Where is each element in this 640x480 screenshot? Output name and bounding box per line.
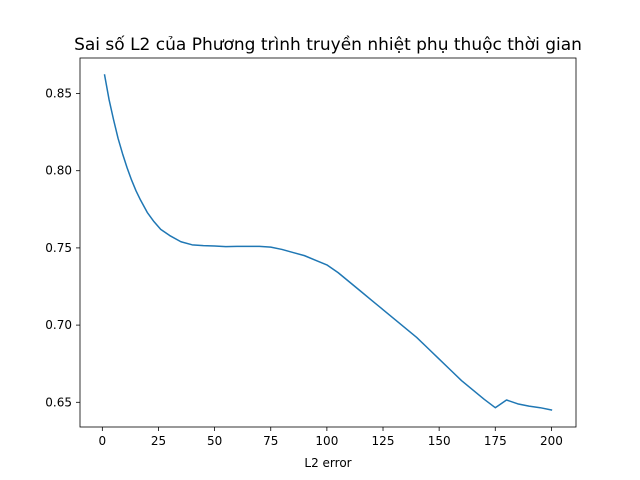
y-tick-label: 0.85 [45,87,72,101]
x-tick-label: 25 [151,434,166,448]
y-tick-label: 0.80 [45,164,72,178]
x-tick-label: 125 [372,434,395,448]
x-tick-label: 0 [99,434,107,448]
series-line-0 [103,74,553,411]
x-tick-label: 75 [263,434,278,448]
axes-frame [79,57,577,428]
x-axis-label: L2 error [304,456,351,470]
x-tick-label: 50 [207,434,222,448]
y-tick-label: 0.70 [45,318,72,332]
x-tick-label: 200 [540,434,563,448]
y-tick-label: 0.65 [45,395,72,409]
x-tick-label: 150 [428,434,451,448]
y-tick-label: 0.75 [45,241,72,255]
x-tick-label: 175 [484,434,507,448]
x-tick-label: 100 [315,434,338,448]
chart-title: Sai số L2 của Phương trình truyền nhiệt … [74,34,582,55]
plot-area: 0 25 50 75 100 125 150 175 200 0.65 0.70 0.75 0.80 0.… [45,57,577,448]
